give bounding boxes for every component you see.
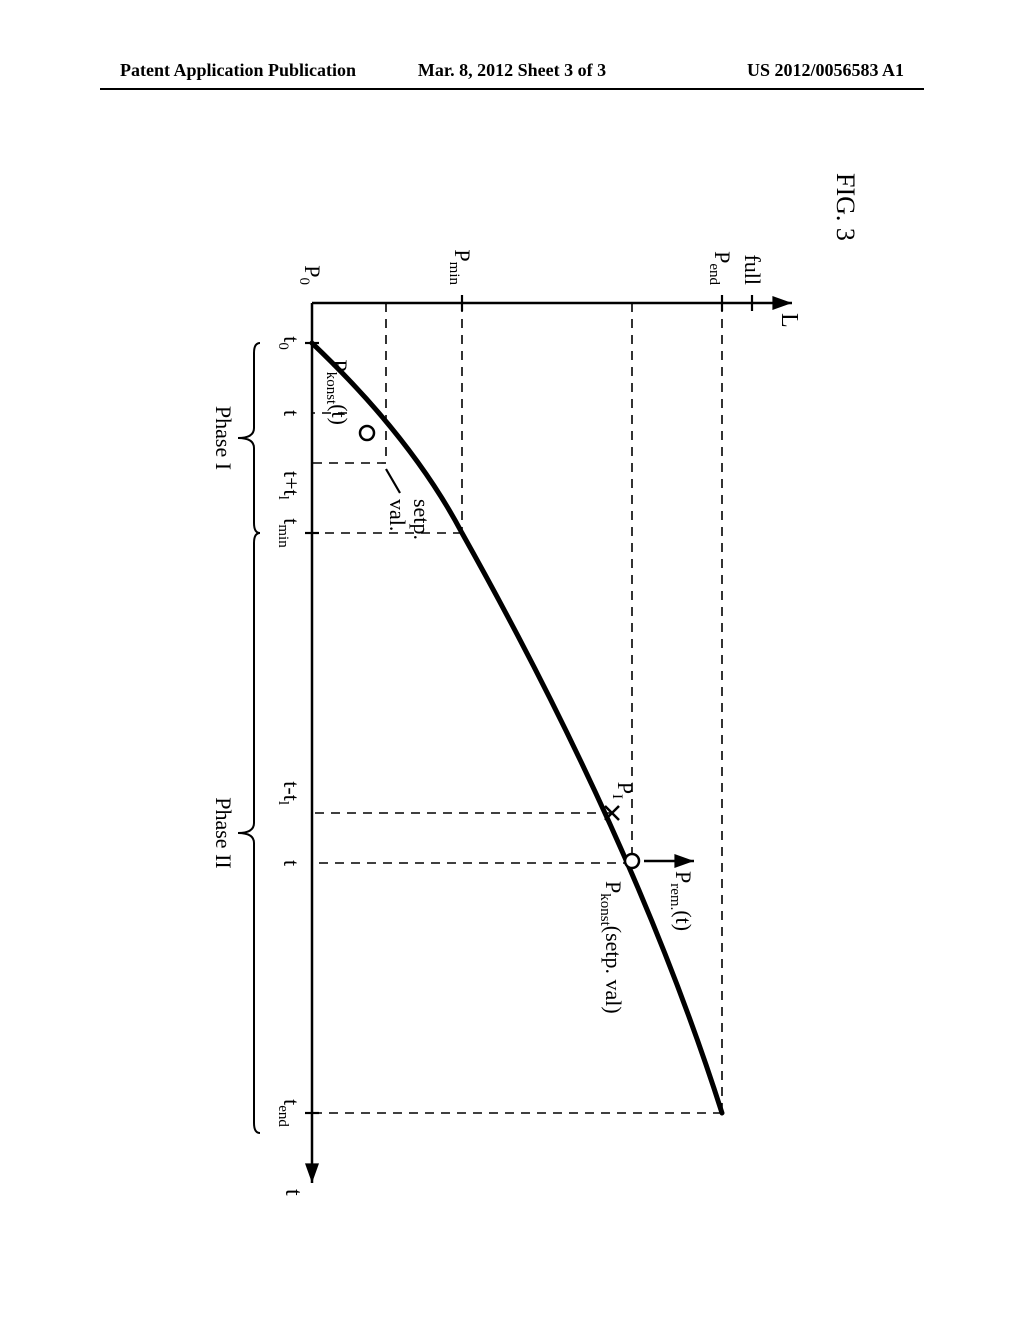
phase2-brace: [238, 533, 260, 1133]
y-label-1: Pmin: [446, 249, 475, 285]
x-axis-label: t: [280, 1189, 306, 1196]
p2-ttl-label: t-tl: [275, 781, 304, 805]
p2-pI-label: PI: [609, 782, 638, 799]
page-header: Patent Application Publication Mar. 8, 2…: [0, 60, 1024, 90]
y-label-0: P0: [296, 265, 325, 285]
p1-setp2: val.: [385, 499, 410, 531]
x-label-1: tmin: [275, 518, 304, 548]
p1-ttl-label: t+tl: [275, 471, 304, 500]
x-label-2: tend: [275, 1099, 304, 1127]
phase1-brace: [238, 343, 260, 533]
y-label-2: Pend: [706, 251, 735, 285]
chart-svg: Lt P0 Pmin Pendfull t0 tmin tend Pkonst(t) setp.…: [172, 173, 852, 1253]
p1-pkonst-label: Pkonst(t): [323, 359, 352, 425]
charge-curve: [312, 343, 722, 1113]
p2-pkonst-label: Pkonst(setp. val): [597, 881, 626, 1014]
y-label-3: full: [740, 254, 765, 285]
p1-t-label: t: [279, 410, 304, 416]
p1-setp1: setp.: [409, 499, 434, 540]
x-label-0: t0: [275, 336, 304, 350]
y-axis-label: L: [776, 313, 802, 328]
phase1-label: Phase I: [211, 406, 236, 470]
header-right: US 2012/0056583 A1: [747, 60, 904, 81]
p2-prem-label: Prem.(t): [667, 871, 696, 931]
figure-wrap: FIG. 3 LtP0PminPendfullt0tmintendPkonst(…: [172, 173, 852, 1253]
figure: FIG. 3 LtP0PminPendfullt0tmintendPkonst(…: [172, 173, 852, 1253]
p2-point-circle: [625, 854, 639, 868]
p1-point: [360, 426, 374, 440]
p1-setp-leader: [386, 469, 400, 493]
header-rule: [100, 88, 924, 90]
phase2-label: Phase II: [211, 797, 236, 868]
p2-t-label: t: [279, 860, 304, 866]
